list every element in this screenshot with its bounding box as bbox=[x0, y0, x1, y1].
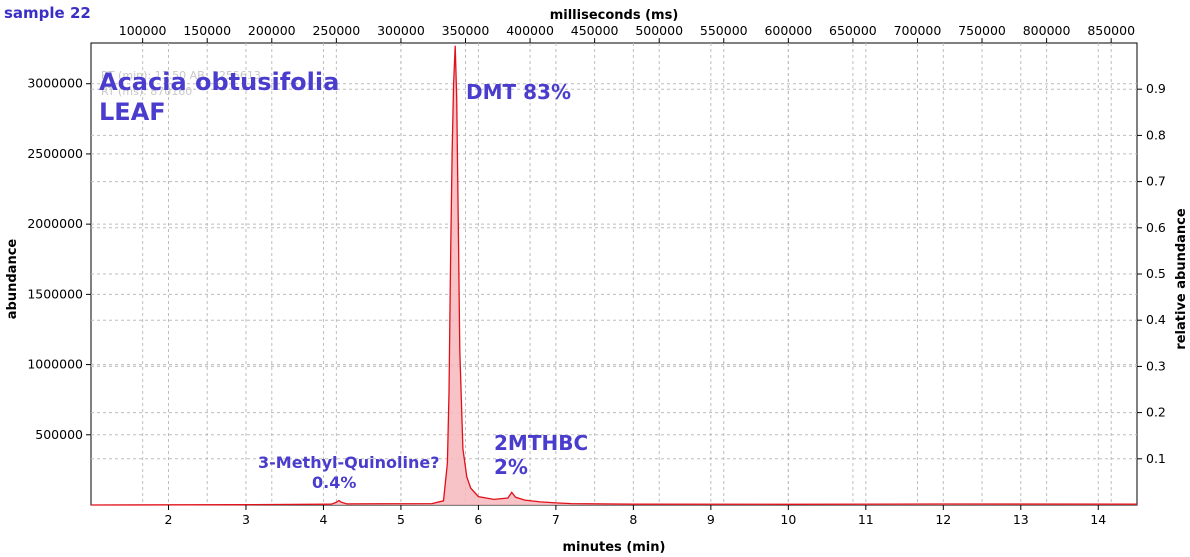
x2-tick-label: 600000 bbox=[764, 23, 812, 38]
x2-tick-label: 100000 bbox=[119, 23, 167, 38]
x-tick-label: 4 bbox=[319, 512, 327, 527]
y-tick-label: 3000000 bbox=[27, 76, 83, 91]
x2-tick-label: 750000 bbox=[958, 23, 1006, 38]
y-tick-label: 2500000 bbox=[27, 146, 83, 161]
x2-tick-label: 850000 bbox=[1087, 23, 1135, 38]
y-tick-label: 1000000 bbox=[27, 357, 83, 372]
annotation-quinoline-percent: 0.4% bbox=[312, 473, 356, 492]
plot-area bbox=[90, 45, 1138, 506]
x2-tick-label: 200000 bbox=[248, 23, 296, 38]
annotation-2mthbc: 2MTHBC bbox=[494, 431, 588, 455]
x2-tick-label: 650000 bbox=[829, 23, 877, 38]
y2-tick-label: 0.1 bbox=[1146, 451, 1166, 466]
y-tick-label: 2000000 bbox=[27, 216, 83, 231]
x-tick-label: 10 bbox=[780, 512, 796, 527]
x2-tick-label: 400000 bbox=[506, 23, 554, 38]
left-axis-title: abundance bbox=[5, 239, 20, 320]
x-tick-label: 13 bbox=[1013, 512, 1029, 527]
ghost-readout-1: RT (min): 13.50 AB: 1255613 bbox=[101, 69, 261, 82]
annotations: RT (min): 13.50 AB: 1255613 RT (ms): 8701… bbox=[99, 68, 588, 492]
x2-tick-label: 300000 bbox=[377, 23, 425, 38]
y-tick-label: 500000 bbox=[35, 427, 83, 442]
x2-tick-label: 350000 bbox=[442, 23, 490, 38]
x-tick-label: 5 bbox=[397, 512, 405, 527]
bottom-axis-title: minutes (min) bbox=[563, 540, 666, 555]
y2-tick-label: 0.7 bbox=[1146, 174, 1166, 189]
annotation-quinoline: 3-Methyl-Quinoline? bbox=[258, 453, 440, 472]
ghost-readout-2: RT (ms): 870160 bbox=[101, 85, 192, 98]
sample-label: sample 22 bbox=[4, 4, 91, 22]
x-tick-label: 11 bbox=[858, 512, 874, 527]
x2-tick-label: 450000 bbox=[571, 23, 619, 38]
axis-ticks: 2 3 4 5 6 7 8 9 10 11 12 13 14 100000 150000 200000 2500… bbox=[27, 23, 1166, 527]
x2-tick-label: 700000 bbox=[894, 23, 942, 38]
y2-tick-label: 0.5 bbox=[1146, 266, 1166, 281]
x-tick-label: 9 bbox=[707, 512, 715, 527]
x-tick-label: 6 bbox=[474, 512, 482, 527]
y-tick-label: 1500000 bbox=[27, 286, 83, 301]
x2-tick-label: 550000 bbox=[700, 23, 748, 38]
x-tick-label: 3 bbox=[242, 512, 250, 527]
series-area bbox=[91, 45, 1137, 506]
x-tick-label: 12 bbox=[935, 512, 951, 527]
y2-tick-label: 0.8 bbox=[1146, 127, 1166, 142]
grid-lines bbox=[90, 42, 1138, 506]
x-tick-label: 2 bbox=[165, 512, 173, 527]
x2-tick-label: 250000 bbox=[312, 23, 360, 38]
series-line bbox=[90, 45, 1138, 506]
top-axis-title: milliseconds (ms) bbox=[550, 8, 679, 23]
x-tick-label: 14 bbox=[1090, 512, 1106, 527]
y2-tick-label: 0.4 bbox=[1146, 312, 1166, 327]
right-axis-title: relative abundance bbox=[1174, 208, 1189, 350]
y2-tick-label: 0.2 bbox=[1146, 405, 1166, 420]
y2-tick-label: 0.9 bbox=[1146, 81, 1166, 96]
x2-tick-label: 150000 bbox=[183, 23, 231, 38]
x2-tick-label: 800000 bbox=[1023, 23, 1071, 38]
x2-tick-label: 500000 bbox=[635, 23, 683, 38]
annotation-species: Acacia obtusifolia bbox=[99, 68, 339, 96]
annotation-dmt: DMT 83% bbox=[466, 80, 571, 104]
annotation-2mthbc-percent: 2% bbox=[494, 455, 528, 479]
x-tick-label: 8 bbox=[629, 512, 637, 527]
y2-tick-label: 0.6 bbox=[1146, 220, 1166, 235]
y2-tick-label: 0.3 bbox=[1146, 358, 1166, 373]
x-tick-label: 7 bbox=[552, 512, 560, 527]
annotation-leaf: LEAF bbox=[99, 98, 166, 126]
